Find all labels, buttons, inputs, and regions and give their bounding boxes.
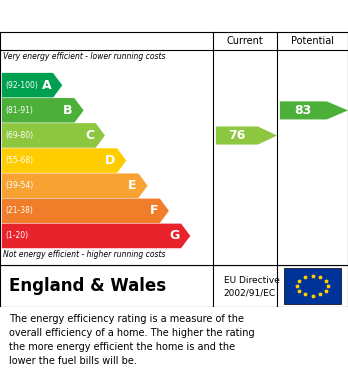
Text: E: E <box>128 179 137 192</box>
Text: C: C <box>85 129 94 142</box>
Text: A: A <box>42 79 52 92</box>
Text: G: G <box>169 230 180 242</box>
Text: D: D <box>105 154 116 167</box>
Text: (39-54): (39-54) <box>5 181 33 190</box>
Text: 83: 83 <box>295 104 312 117</box>
Polygon shape <box>2 223 191 248</box>
FancyBboxPatch shape <box>284 268 341 303</box>
Text: Potential: Potential <box>291 36 334 46</box>
Text: England & Wales: England & Wales <box>9 277 166 295</box>
Text: Not energy efficient - higher running costs: Not energy efficient - higher running co… <box>3 249 166 258</box>
Polygon shape <box>2 148 127 173</box>
Text: (55-68): (55-68) <box>5 156 33 165</box>
Text: 76: 76 <box>228 129 246 142</box>
Text: 2002/91/EC: 2002/91/EC <box>224 289 276 298</box>
Polygon shape <box>2 198 169 223</box>
Polygon shape <box>2 173 148 198</box>
Text: B: B <box>63 104 73 117</box>
Text: Very energy efficient - lower running costs: Very energy efficient - lower running co… <box>3 52 166 61</box>
Text: (69-80): (69-80) <box>5 131 33 140</box>
Text: The energy efficiency rating is a measure of the
overall efficiency of a home. T: The energy efficiency rating is a measur… <box>9 314 254 366</box>
Text: EU Directive: EU Directive <box>224 276 280 285</box>
Text: (81-91): (81-91) <box>5 106 33 115</box>
Text: (92-100): (92-100) <box>5 81 38 90</box>
Text: (21-38): (21-38) <box>5 206 33 215</box>
Polygon shape <box>2 73 63 98</box>
Polygon shape <box>280 101 348 119</box>
Polygon shape <box>216 126 277 145</box>
Polygon shape <box>2 98 84 123</box>
Text: Energy Efficiency Rating: Energy Efficiency Rating <box>9 9 211 23</box>
Text: F: F <box>150 204 158 217</box>
Text: (1-20): (1-20) <box>5 231 28 240</box>
Polygon shape <box>2 123 105 148</box>
Text: Current: Current <box>227 36 263 46</box>
